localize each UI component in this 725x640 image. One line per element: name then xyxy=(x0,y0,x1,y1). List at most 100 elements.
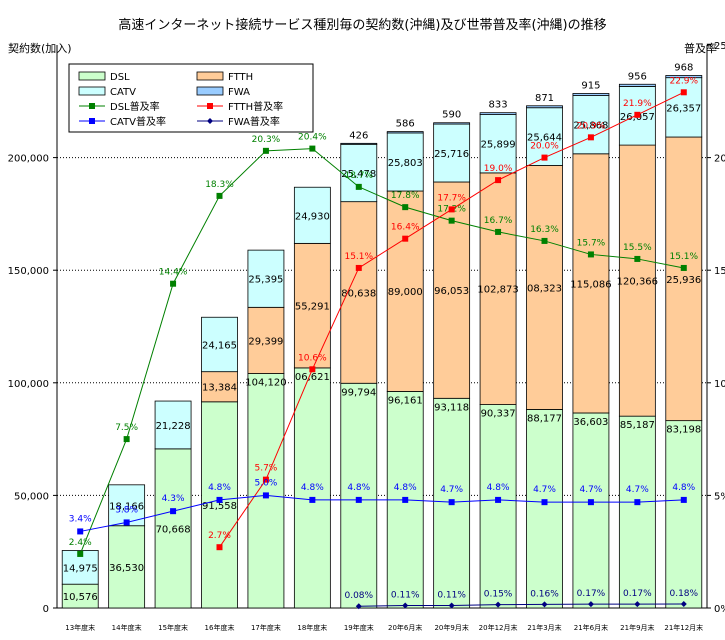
ftth-value-label: 08,323 xyxy=(527,283,562,294)
catv-value-label: 26,357 xyxy=(666,103,701,114)
line-point xyxy=(309,366,316,373)
dsl-value-label: 104,120 xyxy=(245,378,286,389)
line-value-label: 4.7% xyxy=(626,485,649,495)
bar-ftth xyxy=(572,153,610,414)
line-point xyxy=(402,204,409,211)
line-point xyxy=(495,601,502,608)
line-point xyxy=(634,255,641,262)
line-point xyxy=(170,508,177,515)
line-point xyxy=(541,601,548,608)
line-value-label: 20.0% xyxy=(530,142,559,152)
line-value-label: 0.17% xyxy=(623,589,652,599)
x-tick-label: 20年6月末 xyxy=(388,623,422,632)
line-value-label: 21.9% xyxy=(623,99,652,109)
y-tick-label: 50,000 xyxy=(14,491,49,502)
dsl-value-label: 91,558 xyxy=(202,501,237,512)
y-tick-label: 150,000 xyxy=(8,266,49,277)
bar-catv xyxy=(201,316,238,373)
line-value-label: 15.7% xyxy=(577,238,606,248)
line-point xyxy=(495,177,502,184)
bar-ftth xyxy=(247,306,285,374)
x-tick-label: 19年度末 xyxy=(344,623,374,632)
line-value-label: 17.7% xyxy=(437,193,466,203)
line-value-label: 4.8% xyxy=(347,483,370,493)
fwa-value-label: 833 xyxy=(489,100,508,111)
bar-dsl xyxy=(340,382,378,609)
line-value-label: 20.4% xyxy=(298,133,327,143)
catv-value-label: 25,803 xyxy=(388,158,423,169)
line-value-label: 4.8% xyxy=(487,483,510,493)
line-value-label: 14.4% xyxy=(159,268,188,278)
bar-catv xyxy=(154,400,192,450)
line-point xyxy=(262,492,269,499)
legend-label: FWA普及率 xyxy=(228,115,280,128)
catv-value-label: 25,478 xyxy=(341,169,376,180)
fwa-value-label: 871 xyxy=(535,93,554,104)
ftth-value-label: 55,291 xyxy=(295,302,330,313)
bar-dsl xyxy=(293,367,331,609)
line-point xyxy=(680,89,687,96)
ftth-value-label: 102,873 xyxy=(477,285,518,296)
line-point xyxy=(634,601,641,608)
line-FWA普及率 xyxy=(358,603,684,607)
line-point xyxy=(495,496,502,503)
line-value-label: 0.18% xyxy=(669,589,698,599)
line-point xyxy=(77,528,84,535)
bar-dsl xyxy=(479,404,517,609)
bar-ftth xyxy=(526,165,563,410)
line-value-label: 19.0% xyxy=(484,164,513,174)
line-value-label: 20.9% xyxy=(577,121,606,131)
bar-ftth xyxy=(665,136,703,422)
legend-swatch xyxy=(196,86,224,96)
line-value-label: 5.0% xyxy=(254,478,277,488)
line-point xyxy=(402,496,409,503)
line-CATV普及率 xyxy=(80,494,684,532)
bar-fwa xyxy=(526,105,563,109)
line-value-label: 0.11% xyxy=(437,591,466,601)
line-value-label: 10.6% xyxy=(298,353,327,363)
bar-dsl xyxy=(526,409,563,609)
bar-catv xyxy=(108,484,146,527)
line-value-label: 20.3% xyxy=(252,135,281,145)
bar-catv xyxy=(479,114,517,174)
bar-dsl xyxy=(665,420,703,609)
legend-marker xyxy=(89,118,95,124)
x-tick-label: 13年度末 xyxy=(65,623,95,632)
legend-label: DSL普及率 xyxy=(110,100,160,113)
catv-value-label: 21,228 xyxy=(156,421,191,432)
y-axis-label: 契約数(加入) xyxy=(8,42,72,55)
line-point xyxy=(402,602,409,609)
ftth-value-label: 25,936 xyxy=(666,275,701,286)
y2-tick-label: 10% xyxy=(714,379,725,390)
x-tick-label: 14年度末 xyxy=(112,623,142,632)
x-tick-label: 21年9月末 xyxy=(620,623,654,632)
dsl-value-label: 10,576 xyxy=(63,592,98,603)
legend-swatch xyxy=(78,71,106,81)
dsl-value-label: 88,177 xyxy=(527,413,562,424)
line-point xyxy=(123,436,130,443)
chart-title: 高速インターネット接続サービス種別毎の契約数(沖縄)及び世帯普及率(沖縄)の推移 xyxy=(118,18,607,33)
line-point xyxy=(495,228,502,235)
line-point xyxy=(680,496,687,503)
line-value-label: 0.11% xyxy=(391,591,420,601)
bar-fwa xyxy=(665,75,703,79)
y2-tick-label: 0% xyxy=(714,604,725,615)
line-value-label: 22.9% xyxy=(669,76,698,86)
fwa-value-label: 590 xyxy=(442,110,461,121)
ftth-value-label: 96,053 xyxy=(434,286,469,297)
ftth-value-label: 13,384 xyxy=(202,383,237,394)
line-point xyxy=(448,206,455,213)
line-value-label: 0.08% xyxy=(344,591,373,601)
line-value-label: 4.3% xyxy=(162,494,185,504)
y-tick-label: 200,000 xyxy=(8,154,49,165)
line-value-label: 16.4% xyxy=(391,223,420,233)
y-tick-label: 100,000 xyxy=(8,379,49,390)
y-tick-label: 0 xyxy=(43,604,49,615)
fwa-value-label: 426 xyxy=(349,130,368,141)
line-point xyxy=(541,154,548,161)
legend-label: FTTH xyxy=(228,72,253,83)
line-value-label: 4.8% xyxy=(394,483,417,493)
line-value-label: 2.4% xyxy=(69,538,92,548)
catv-value-label: 25,868 xyxy=(573,121,608,132)
line-point xyxy=(541,237,548,244)
